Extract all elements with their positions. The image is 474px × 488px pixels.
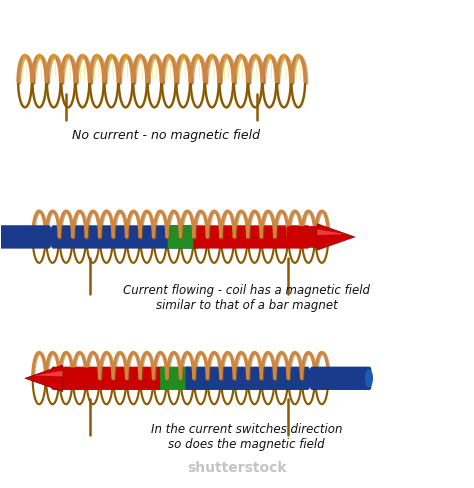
FancyBboxPatch shape: [160, 366, 191, 390]
Polygon shape: [35, 371, 63, 376]
Polygon shape: [317, 224, 355, 250]
Polygon shape: [317, 229, 346, 235]
Text: In the current switches direction
so does the magnetic field: In the current switches direction so doe…: [151, 423, 342, 451]
FancyBboxPatch shape: [193, 225, 308, 248]
Polygon shape: [25, 365, 63, 391]
Text: Current flowing - coil has a magnetic field
similar to that of a bar magnet: Current flowing - coil has a magnetic fi…: [123, 284, 370, 312]
Ellipse shape: [304, 225, 311, 248]
Ellipse shape: [365, 369, 373, 387]
FancyBboxPatch shape: [168, 225, 198, 248]
FancyBboxPatch shape: [0, 225, 51, 248]
FancyBboxPatch shape: [53, 366, 168, 390]
Ellipse shape: [50, 225, 57, 248]
Text: No current - no magnetic field: No current - no magnetic field: [73, 128, 260, 142]
FancyBboxPatch shape: [53, 225, 193, 248]
Ellipse shape: [50, 366, 57, 390]
FancyBboxPatch shape: [185, 366, 308, 390]
Ellipse shape: [304, 366, 311, 390]
FancyBboxPatch shape: [310, 366, 371, 390]
Text: shutterstock: shutterstock: [187, 461, 287, 475]
FancyBboxPatch shape: [60, 367, 93, 389]
FancyBboxPatch shape: [286, 226, 319, 248]
